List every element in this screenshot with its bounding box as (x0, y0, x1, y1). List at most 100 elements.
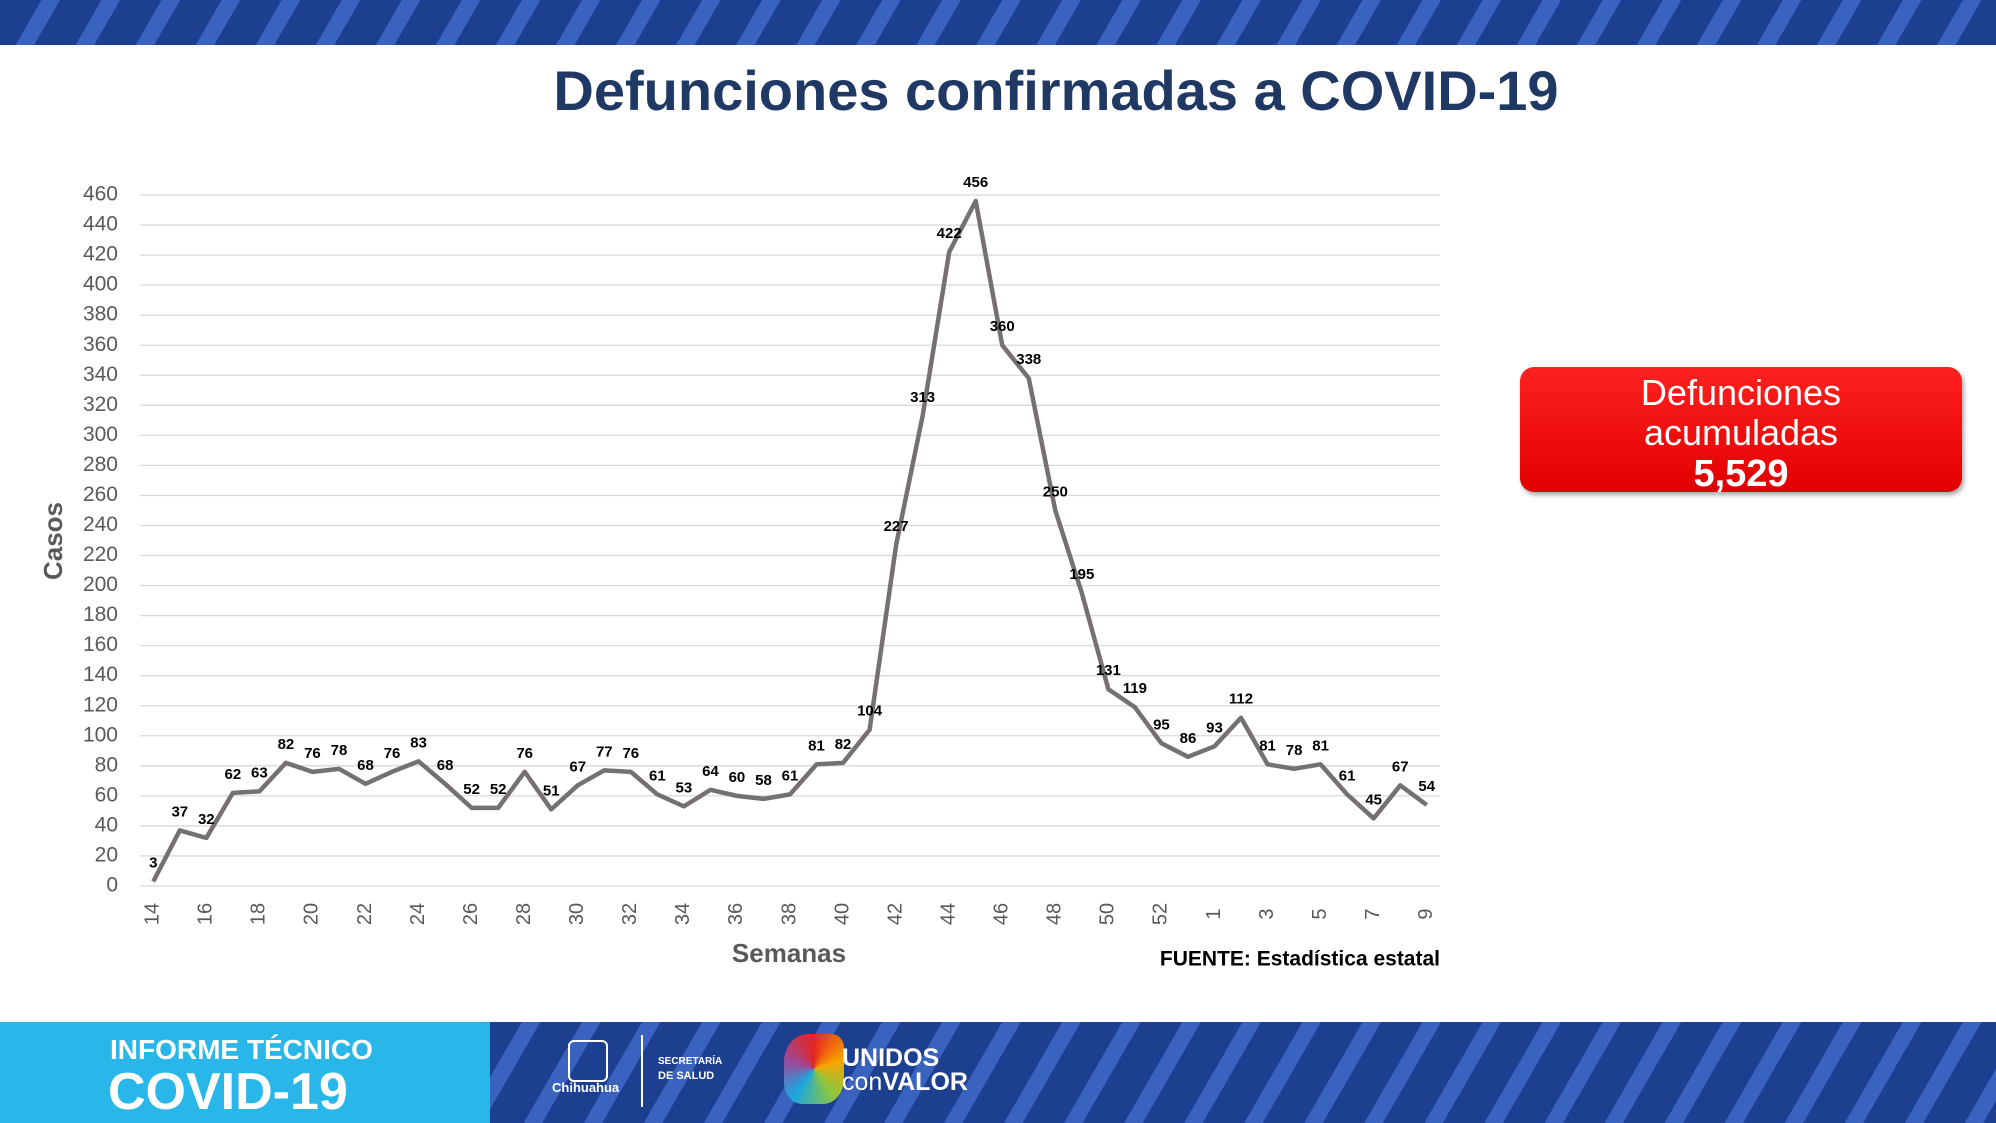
summary-label: Defunciones acumuladas (1640, 372, 1842, 453)
brand-line1: UNIDOS (842, 1044, 940, 1072)
data-label: 77 (596, 743, 613, 760)
data-label: 37 (171, 803, 188, 820)
data-label: 67 (1392, 758, 1409, 775)
data-label: 95 (1153, 716, 1170, 733)
y-tick-label: 340 (83, 363, 118, 386)
x-tick-label: 14 (142, 903, 164, 925)
data-label: 3 (149, 854, 157, 871)
x-tick-label: 50 (1097, 903, 1119, 925)
x-tick-label: 30 (566, 903, 588, 925)
y-tick-label: 260 (83, 483, 118, 506)
data-label: 81 (808, 737, 825, 754)
data-label: 54 (1418, 778, 1435, 795)
data-label: 76 (304, 745, 321, 762)
y-tick-label: 80 (95, 753, 118, 776)
data-label: 76 (622, 745, 639, 762)
data-label: 81 (1312, 737, 1329, 754)
y-tick-label: 60 (95, 783, 118, 806)
x-tick-label: 52 (1150, 903, 1172, 925)
footer-line1: INFORME TÉCNICO (110, 1034, 373, 1065)
y-tick-label: 100 (83, 723, 118, 746)
data-label: 76 (384, 745, 401, 762)
data-label: 58 (755, 772, 772, 789)
data-label: 131 (1096, 662, 1121, 679)
data-label: 83 (410, 734, 427, 751)
data-label: 67 (569, 758, 586, 775)
x-tick-label: 20 (301, 903, 323, 925)
x-tick-label: 42 (884, 903, 906, 925)
x-tick-label: 32 (619, 903, 641, 925)
y-tick-label: 460 (83, 183, 118, 206)
data-line (151, 198, 1429, 883)
data-label: 45 (1365, 791, 1382, 808)
data-label: 227 (884, 518, 909, 535)
x-tick-label: 46 (991, 903, 1013, 925)
data-label: 61 (1339, 767, 1356, 784)
data-label: 76 (516, 745, 533, 762)
y-tick-label: 20 (95, 844, 118, 867)
y-tick-label: 280 (83, 453, 118, 476)
x-tick-label: 36 (725, 903, 747, 925)
data-label: 63 (251, 764, 268, 781)
y-tick-label: 240 (83, 513, 118, 536)
y-tick-label: 380 (83, 303, 118, 326)
x-tick-label: 3 (1256, 908, 1278, 919)
y-tick-label: 420 (83, 243, 118, 266)
y-tick-label: 160 (83, 633, 118, 656)
dept-line1: SECRETARÍA (658, 1056, 723, 1067)
x-tick-label: 18 (248, 903, 270, 925)
dept-line2: DE SALUD (658, 1070, 715, 1082)
x-tick-label: 16 (195, 903, 217, 925)
data-label: 62 (225, 766, 242, 783)
brand-valor: VALOR (882, 1068, 968, 1096)
data-label: 32 (198, 811, 215, 828)
x-axis-label: Semanas (732, 938, 846, 968)
y-axis-label: Casos (38, 502, 68, 580)
data-label: 68 (357, 757, 374, 774)
x-tick-label: 26 (460, 903, 482, 925)
data-label: 52 (490, 781, 507, 798)
data-label: 82 (278, 736, 295, 753)
x-tick-label: 38 (778, 903, 800, 925)
data-label: 93 (1206, 719, 1223, 736)
chart: Defunciones confirmadas a COVID-19 Casos… (38, 59, 1559, 971)
y-tick-label: 400 (83, 273, 118, 296)
summary-box: Defunciones acumuladas 5,529 (1520, 367, 1962, 495)
data-label: 81 (1259, 737, 1276, 754)
x-tick-label: 40 (831, 903, 853, 925)
data-label: 313 (910, 389, 935, 406)
x-tick-label: 28 (513, 903, 535, 925)
x-tick-label: 22 (354, 903, 376, 925)
data-label: 82 (835, 736, 852, 753)
data-label: 250 (1043, 483, 1068, 500)
x-tick-label: 34 (672, 903, 694, 925)
y-tick-label: 180 (83, 603, 118, 626)
x-tick-label: 9 (1415, 908, 1437, 919)
data-label: 52 (463, 781, 480, 798)
x-tick-label: 5 (1309, 908, 1331, 919)
data-label: 78 (331, 742, 348, 759)
top-banner (0, 0, 1996, 45)
x-tick-label: 7 (1362, 908, 1384, 919)
y-tick-label: 120 (83, 693, 118, 716)
brand-con: con (842, 1068, 883, 1096)
data-label: 112 (1229, 691, 1253, 708)
data-label: 61 (649, 767, 666, 784)
brand-line2: conVALOR (842, 1068, 968, 1097)
x-tick-label: 44 (937, 903, 959, 925)
data-label: 51 (543, 782, 560, 799)
data-label: 68 (437, 757, 454, 774)
x-tick-label: 24 (407, 903, 429, 925)
data-label: 338 (1016, 351, 1041, 368)
x-tick-label: 1 (1203, 908, 1225, 919)
y-tick-label: 200 (83, 573, 118, 596)
data-label: 53 (676, 779, 693, 796)
data-label: 422 (937, 225, 962, 242)
data-label: 104 (857, 703, 883, 720)
data-label: 64 (702, 763, 719, 780)
y-tick-label: 0 (106, 874, 118, 897)
data-label: 78 (1286, 742, 1303, 759)
footer-badge: INFORME TÉCNICO COVID-19 (0, 1022, 490, 1123)
source-note: FUENTE: Estadística estatal (1160, 948, 1440, 971)
